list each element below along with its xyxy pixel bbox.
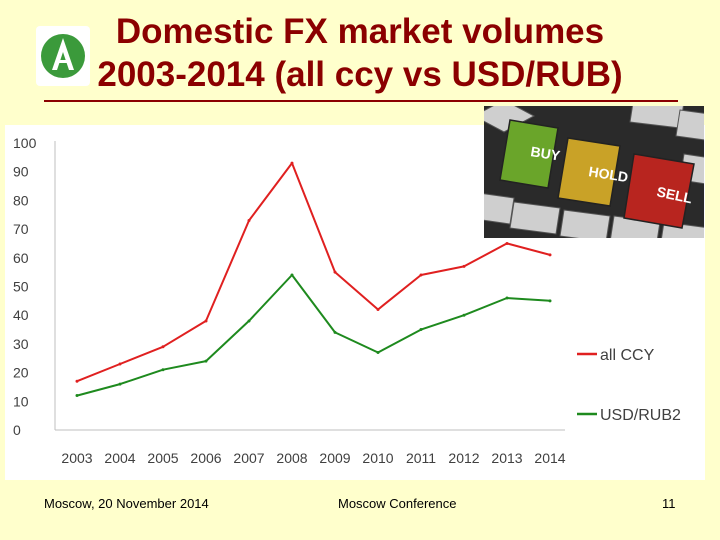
data-point bbox=[247, 319, 251, 323]
x-tick-label: 2005 bbox=[147, 450, 178, 466]
data-point bbox=[462, 264, 466, 268]
data-point bbox=[419, 328, 423, 332]
x-tick-label: 2014 bbox=[534, 450, 565, 466]
y-tick-label: 60 bbox=[13, 250, 29, 266]
data-point bbox=[204, 319, 208, 323]
keyboard-photo: BUY HOLD SELL bbox=[467, 95, 720, 255]
data-point bbox=[462, 313, 466, 317]
x-tick-label: 2012 bbox=[448, 450, 479, 466]
x-tick-label: 2009 bbox=[319, 450, 350, 466]
footer-page-number: 11 bbox=[662, 496, 676, 511]
x-tick-label: 2008 bbox=[276, 450, 307, 466]
data-point bbox=[376, 351, 380, 355]
data-point bbox=[376, 307, 380, 311]
legend: all CCY USD/RUB2 bbox=[577, 347, 681, 424]
x-tick-label: 2004 bbox=[104, 450, 135, 466]
title-line-1: Domestic FX market volumes bbox=[115, 12, 605, 51]
title-underline bbox=[44, 100, 678, 102]
footer-date: Moscow, 20 November 2014 bbox=[44, 496, 209, 511]
y-tick-label: 40 bbox=[13, 307, 29, 323]
y-tick-label: 0 bbox=[13, 422, 21, 438]
x-axis: 2003 2004 2005 2006 2007 2008 2009 2010 2011 2012… bbox=[55, 429, 566, 466]
y-tick-label: 80 bbox=[13, 192, 29, 208]
data-point bbox=[333, 330, 337, 334]
x-tick-label: 2011 bbox=[406, 450, 436, 466]
footer-conference: Moscow Conference bbox=[338, 496, 457, 511]
legend-label: all CCY bbox=[600, 347, 655, 364]
y-tick-label: 90 bbox=[13, 164, 29, 180]
data-point bbox=[161, 368, 165, 372]
y-tick-label: 30 bbox=[13, 336, 29, 352]
x-tick-label: 2007 bbox=[233, 450, 264, 466]
x-tick-label: 2010 bbox=[362, 450, 393, 466]
key-label: SELL bbox=[655, 183, 694, 206]
logo bbox=[36, 26, 90, 86]
data-point bbox=[161, 345, 165, 349]
data-point bbox=[204, 359, 208, 363]
key-buy bbox=[499, 119, 559, 189]
data-point bbox=[118, 362, 122, 366]
data-point bbox=[548, 253, 552, 257]
y-tick-label: 10 bbox=[13, 393, 29, 409]
data-point bbox=[333, 270, 337, 274]
data-point bbox=[548, 299, 552, 303]
data-point bbox=[75, 394, 79, 398]
x-tick-label: 2013 bbox=[491, 450, 522, 466]
key-label: HOLD bbox=[588, 163, 630, 185]
data-point bbox=[290, 273, 294, 277]
series-line-1 bbox=[76, 162, 551, 383]
key-label: BUY bbox=[530, 143, 562, 164]
key-hold bbox=[557, 137, 621, 207]
data-point bbox=[247, 218, 251, 222]
data-point bbox=[75, 379, 79, 383]
data-point bbox=[290, 161, 294, 165]
data-point bbox=[118, 382, 122, 386]
logo-icon bbox=[41, 34, 85, 78]
data-point bbox=[505, 296, 509, 300]
y-tick-label: 20 bbox=[13, 365, 29, 381]
page-title: Domestic FX market volumes 2003-2014 (al… bbox=[40, 10, 680, 96]
y-axis: 0 10 20 30 40 50 60 70 80 90 100 bbox=[13, 135, 56, 438]
data-point bbox=[505, 241, 509, 245]
series-line-2 bbox=[76, 274, 551, 397]
key-sell bbox=[623, 153, 695, 229]
x-tick-label: 2003 bbox=[61, 450, 92, 466]
y-tick-label: 100 bbox=[13, 135, 37, 151]
legend-label: USD/RUB2 bbox=[600, 407, 681, 424]
x-tick-label: 2006 bbox=[190, 450, 221, 466]
y-tick-label: 50 bbox=[13, 279, 29, 295]
series-layer bbox=[75, 161, 552, 398]
y-tick-label: 70 bbox=[13, 221, 29, 237]
title-line-2: 2003-2014 (all ccy vs USD/RUB) bbox=[97, 55, 623, 94]
data-point bbox=[419, 273, 423, 277]
buy-hold-sell-keys-image: BUY HOLD SELL bbox=[467, 95, 720, 255]
